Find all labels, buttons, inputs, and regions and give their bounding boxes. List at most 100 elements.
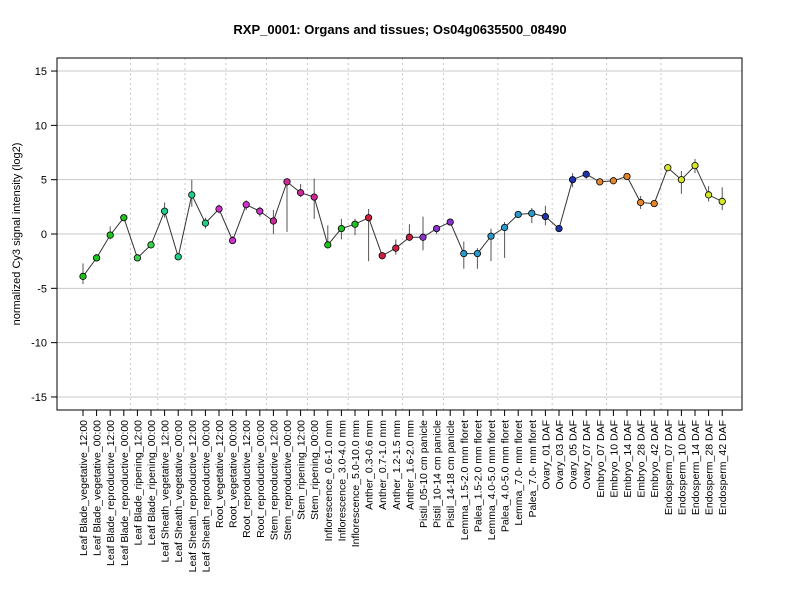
y-axis: -15 -10 -5 0 5 10 15 — [31, 66, 57, 404]
x-tick-label: Embryo_28 DAF — [636, 420, 648, 498]
data-point — [310, 193, 318, 201]
x-tick-label: Palea_1.5-2.0 mm floret — [472, 420, 484, 532]
data-point — [242, 201, 250, 209]
data-point — [473, 249, 481, 258]
x-tick-label: Anther_0.7-1.0 mm — [377, 420, 389, 510]
plot-frame — [56, 57, 743, 411]
data-point — [568, 176, 577, 184]
x-tick-label: Embryo_10 DAF — [608, 420, 620, 498]
data-point — [664, 164, 672, 172]
y-axis-label: normalized Cy3 signal intensity (log2) — [11, 143, 23, 326]
data-point — [514, 210, 522, 219]
data-point — [392, 244, 400, 252]
data-point — [609, 177, 618, 185]
data-point — [188, 191, 196, 199]
data-point — [79, 272, 87, 280]
y-tick-label: 10 — [35, 120, 47, 132]
x-axis: Leaf Blade_vegetative_12:00 Leaf Blade_ve… — [78, 410, 729, 572]
x-tick-label: Ovary_05 DAF — [568, 420, 580, 489]
group-separators — [130, 58, 662, 410]
data-point — [229, 236, 237, 245]
x-tick-label: Endosperm_10 DAF — [676, 420, 688, 515]
y-tick-label: 0 — [41, 229, 47, 241]
x-tick-label: Leaf Blade_ripening_12:00 — [132, 420, 144, 546]
data-point — [718, 197, 726, 206]
x-tick-label: Root_vegetative_12:00 — [214, 420, 226, 528]
data-point — [351, 220, 359, 228]
y-tick-label: -10 — [31, 338, 47, 350]
x-tick-label: Root_vegetative_00:00 — [228, 420, 240, 528]
data-point — [337, 224, 345, 233]
x-tick-label: Lemma_7.0- mm floret — [513, 420, 525, 526]
y-tick-label: -15 — [31, 392, 47, 404]
data-point — [324, 241, 332, 249]
x-tick-label: Pistil_05-10 cm panicle — [418, 420, 430, 528]
chart-title: RXP_0001: Organs and tissues; Os04g06355… — [233, 22, 566, 37]
data-point — [636, 198, 645, 207]
data-point — [133, 254, 141, 262]
data-point — [201, 219, 209, 227]
data-point — [460, 249, 468, 258]
x-tick-label: Root_reproductive_00:00 — [255, 420, 267, 538]
x-tick-label: Lemma_4.0-5.0 mm floret — [486, 420, 498, 540]
x-tick-label: Pistil_10-14 cm panicle — [432, 420, 444, 528]
x-tick-label: Leaf Blade_ripening_00:00 — [146, 420, 158, 546]
x-tick-label: Stem_reproductive_12:00 — [268, 420, 280, 540]
x-tick-label: Embryo_14 DAF — [622, 420, 634, 498]
y-tick-label: -5 — [37, 283, 47, 295]
x-tick-label: Palea_7.0- mm floret — [527, 420, 539, 518]
x-tick-label: Palea_4.0-5.0 mm floret — [500, 420, 512, 532]
x-tick-label: Root_reproductive_12:00 — [241, 420, 253, 538]
data-point — [596, 178, 604, 186]
x-tick-label: Embryo_42 DAF — [649, 420, 661, 498]
grid-layer — [57, 70, 742, 398]
data-point — [378, 252, 386, 260]
x-tick-label: Inflorescence_3.0-4.0 mm — [336, 420, 348, 542]
y-tick-label: 5 — [41, 175, 47, 187]
x-tick-label: Endosperm_28 DAF — [704, 420, 716, 515]
data-point — [405, 233, 413, 241]
x-tick-label: Inflorescence_5.0-10.0 mm — [350, 420, 362, 547]
data-point — [432, 224, 441, 233]
data-point — [93, 254, 101, 262]
data-point — [364, 214, 373, 222]
data-point — [528, 209, 536, 217]
x-tick-label: Stem_ripening_00:00 — [309, 420, 321, 520]
x-tick-label: Leaf Blade_reproductive_00:00 — [119, 420, 131, 566]
x-tick-label: Leaf Blade_vegetative_00:00 — [92, 420, 104, 556]
x-tick-label: Pistil_14-18 cm panicle — [445, 420, 457, 528]
data-point — [691, 161, 699, 170]
x-tick-label: Stem_ripening_12:00 — [296, 420, 308, 520]
data-point — [582, 170, 590, 178]
x-tick-label: Anther_0.3-0.6 mm — [364, 420, 376, 510]
x-tick-label: Stem_reproductive_00:00 — [282, 420, 294, 540]
data-point — [419, 233, 427, 241]
data-point — [487, 232, 495, 240]
x-tick-label: Lemma_1.5-2.0 mm floret — [459, 420, 471, 540]
data-point — [500, 223, 509, 232]
x-tick-label: Leaf Sheath_vegetative_00:00 — [173, 420, 185, 563]
x-tick-label: Endosperm_07 DAF — [663, 420, 675, 515]
x-tick-label: Ovary_03 DAF — [554, 420, 566, 489]
data-point — [296, 189, 305, 197]
x-tick-label: Endosperm_14 DAF — [690, 420, 702, 515]
x-tick-label: Leaf Sheath_reproductive_00:00 — [200, 420, 212, 573]
data-point — [106, 231, 114, 239]
data-point — [555, 224, 563, 233]
x-tick-label: Leaf Blade_reproductive_12:00 — [105, 420, 117, 566]
data-point — [256, 207, 264, 215]
data-point — [147, 241, 155, 249]
data-point — [541, 213, 550, 221]
data-point — [120, 214, 128, 222]
data-point — [650, 199, 658, 208]
x-tick-label: Anther_1.6-2.0 mm — [404, 420, 416, 510]
data-point — [677, 176, 686, 184]
x-tick-label: Ovary_07 DAF — [581, 420, 593, 489]
data-point — [623, 172, 631, 181]
data-point — [174, 253, 182, 261]
data-point — [704, 191, 713, 199]
x-tick-label: Leaf Blade_vegetative_12:00 — [78, 420, 90, 556]
data-points — [79, 161, 726, 280]
